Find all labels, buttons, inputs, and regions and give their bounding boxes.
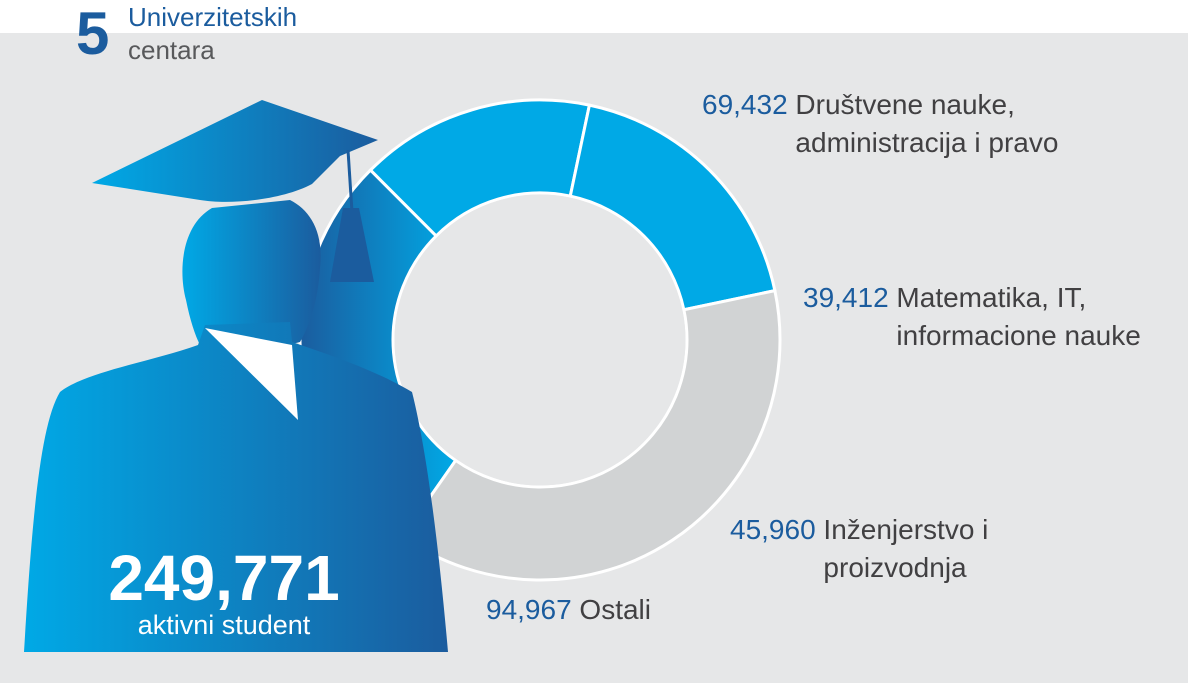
segment-label-social-sciences: 69,432 Društvene nauke, administracija i… <box>702 86 1058 162</box>
segment-label-math-it: 39,412 Matematika, IT, informacione nauk… <box>803 279 1141 355</box>
segment-name-line1: Društvene nauke, <box>795 89 1015 120</box>
segment-name: Ostali <box>579 594 651 625</box>
graduate-silhouette-icon <box>24 100 448 652</box>
segment-value: 94,967 <box>486 594 572 625</box>
segment-name-line2: proizvodnja <box>823 552 967 583</box>
segment-value: 39,412 <box>803 282 889 313</box>
total-students-value: 249,771 <box>108 542 340 614</box>
segment-engineering <box>568 103 777 312</box>
donut-hole <box>394 194 686 486</box>
segment-name: Društvene nauke, administracija i pravo <box>795 86 1058 162</box>
segment-name: Matematika, IT, informacione nauke <box>896 279 1140 355</box>
segment-name-line1: Matematika, IT, <box>896 282 1087 313</box>
segment-name-line2: administracija i pravo <box>795 127 1059 158</box>
total-students-label: aktivni student <box>137 610 311 640</box>
segment-value: 69,432 <box>702 89 788 120</box>
segment-label-engineering: 45,960 Inženjerstvo i proizvodnja <box>730 511 988 587</box>
university-label-line2: centara <box>128 35 215 65</box>
university-count: 5 <box>76 0 110 67</box>
segment-label-other: 94,967 Ostali <box>486 591 651 629</box>
segment-name-line2: informacione nauke <box>896 320 1141 351</box>
university-label-line1: Univerzitetskih <box>128 2 298 32</box>
segment-name: Inženjerstvo i proizvodnja <box>823 511 988 587</box>
segment-value: 45,960 <box>730 514 816 545</box>
segment-name-line1: Inženjerstvo i <box>823 514 989 545</box>
